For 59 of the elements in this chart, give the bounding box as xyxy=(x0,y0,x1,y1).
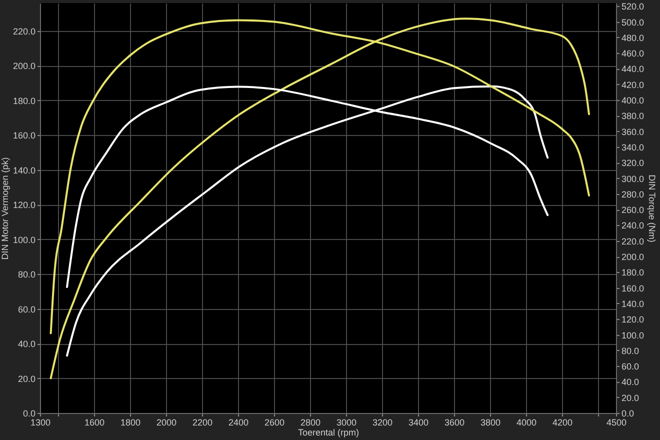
y2-tick-label: 80.0 xyxy=(622,346,640,356)
x-tick-label: 4000 xyxy=(516,418,537,428)
x-tick-label: 2000 xyxy=(156,418,177,428)
line-series xyxy=(66,85,549,357)
x-tick-label: 3000 xyxy=(336,418,357,428)
x-tick-label: 2600 xyxy=(264,418,285,428)
y2-tick-label: 120.0 xyxy=(622,314,644,325)
y2-tick-label: 180.0 xyxy=(622,268,644,278)
y-tick-label: 160.0 xyxy=(12,130,36,141)
y2-tick-label: 440.0 xyxy=(622,64,644,74)
y-tick-label: 200.0 xyxy=(12,61,36,72)
y2-tick-label: 0.0 xyxy=(622,408,634,418)
y2-tick-label: 360.0 xyxy=(622,126,644,137)
x-tick-label: 2200 xyxy=(192,418,213,428)
y2-tick-label: 260.0 xyxy=(622,205,644,216)
x-axis-title: Toerental (rpm) xyxy=(298,428,360,438)
x-tick-label: 1300 xyxy=(30,418,51,428)
y2-tick-label: 420.0 xyxy=(622,80,644,90)
y2-tick-label: 20.0 xyxy=(622,392,640,403)
y2-tick-label: 240.0 xyxy=(622,220,644,231)
y-tick-label: 180.0 xyxy=(12,96,36,106)
x-tick-label: 2800 xyxy=(300,418,321,428)
y2-tick-label: 300.0 xyxy=(622,174,644,184)
y-tick-label: 0.0 xyxy=(22,408,36,418)
y2-tick-label: 40.0 xyxy=(622,377,640,388)
y2-tick-label: 280.0 xyxy=(622,189,644,200)
x-tick-label: 1600 xyxy=(84,418,105,428)
x-tick-label: 3400 xyxy=(408,418,429,428)
x-tick-label: 3200 xyxy=(372,418,393,428)
y-tick-label: 20.0 xyxy=(18,374,36,384)
y2-tick-label: 160.0 xyxy=(622,283,644,294)
y-tick-label: 220.0 xyxy=(12,26,36,36)
y2-tick-label: 340.0 xyxy=(622,142,644,152)
y-tick-label: 40.0 xyxy=(18,339,36,350)
x-tick-label: 2400 xyxy=(228,418,249,428)
y2-tick-label: 480.0 xyxy=(622,32,644,43)
x-tick-label: 4200 xyxy=(552,418,573,428)
x-tick-label: 3800 xyxy=(480,418,501,428)
x-tick-label: 1800 xyxy=(120,418,141,428)
y2-tick-label: 320.0 xyxy=(622,158,644,168)
y-tick-label: 80.0 xyxy=(18,270,36,280)
y-tick-label: 120.0 xyxy=(12,200,36,210)
y-tick-label: 60.0 xyxy=(18,304,36,314)
y2-tick-label: 60.0 xyxy=(622,362,640,372)
y2-tick-label: 500.0 xyxy=(622,17,644,28)
y2-tick-label: 100.0 xyxy=(622,330,644,340)
y2-tick-label: 520.0 xyxy=(622,2,644,12)
y2-tick-label: 460.0 xyxy=(622,48,644,59)
y2-tick-label: 220.0 xyxy=(622,236,644,246)
y-axis-title: DIN Motor Vermogen (pk) xyxy=(0,157,10,260)
y2-tick-label: 400.0 xyxy=(622,96,644,106)
y-tick-label: 100.0 xyxy=(12,234,36,245)
y2-tick-label: 200.0 xyxy=(622,252,644,262)
y2-tick-label: 140.0 xyxy=(622,298,644,309)
x-tick-label: 3600 xyxy=(444,418,465,428)
x-tick-label: 4500 xyxy=(606,418,627,428)
y-tick-label: 140.0 xyxy=(12,165,36,176)
y2-axis-title: DIN Torque (Nm) xyxy=(647,174,658,242)
y2-tick-label: 380.0 xyxy=(622,111,644,122)
